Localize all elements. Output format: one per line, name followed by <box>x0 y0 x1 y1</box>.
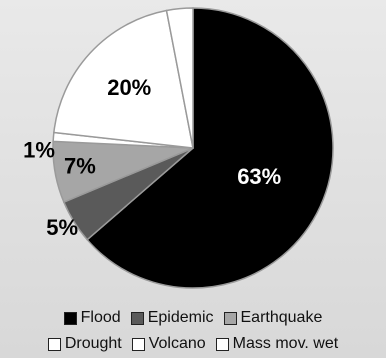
legend-swatch-epidemic <box>130 311 144 325</box>
legend-item-mass-mov-wet: Mass mov. wet <box>215 335 339 353</box>
legend-item-earthquake: Earthquake <box>223 309 323 327</box>
legend-item-epidemic: Epidemic <box>130 309 214 327</box>
legend-swatch-mass-mov-wet <box>215 337 229 351</box>
legend-label-earthquake: Earthquake <box>240 309 323 326</box>
pie-slice-mass-mov-wet <box>165 7 194 149</box>
data-label-drought: 1% <box>23 138 55 163</box>
data-label-epidemic: 5% <box>46 215 78 240</box>
legend-item-flood: Flood <box>63 309 121 327</box>
legend-label-flood: Flood <box>80 309 121 326</box>
pie-slice-flood <box>86 7 334 289</box>
legend-label-drought: Drought <box>64 335 122 352</box>
pie-slice-volcano <box>53 9 194 149</box>
legend-row-2: Drought Volcano Mass mov. wet <box>0 335 386 353</box>
legend-swatch-volcano <box>131 337 145 351</box>
legend-swatch-earthquake <box>223 311 237 325</box>
legend-item-volcano: Volcano <box>131 335 206 353</box>
data-label-flood: 63% <box>237 164 281 189</box>
pie-chart-svg: 63%5%7%1%20%3% <box>23 7 334 289</box>
data-label-volcano: 20% <box>107 75 151 100</box>
legend-swatch-flood <box>63 311 77 325</box>
data-label-earthquake: 7% <box>64 154 96 179</box>
legend-label-mass-mov-wet: Mass mov. wet <box>232 335 339 352</box>
legend-label-volcano: Volcano <box>148 335 206 352</box>
legend-item-drought: Drought <box>47 335 122 353</box>
legend-swatch-drought <box>47 337 61 351</box>
legend-row-1: Flood Epidemic Earthquake <box>0 309 386 327</box>
legend-label-epidemic: Epidemic <box>147 309 214 326</box>
